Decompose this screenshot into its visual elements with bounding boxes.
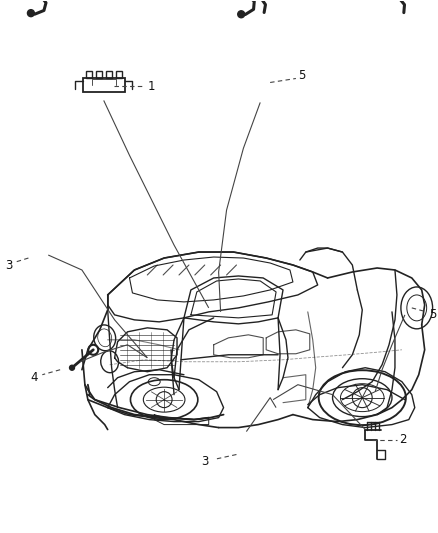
Bar [96, 70, 102, 78]
Bar [83, 78, 124, 92]
Text: 2: 2 [399, 433, 406, 446]
Text: 5: 5 [298, 69, 305, 82]
Text: 3: 3 [201, 455, 209, 468]
Bar [106, 70, 112, 78]
Circle shape [70, 365, 74, 370]
Text: 5: 5 [429, 309, 436, 321]
Text: 3: 3 [6, 259, 13, 271]
Text: 4: 4 [31, 371, 39, 384]
Bar [86, 70, 92, 78]
Circle shape [238, 11, 245, 18]
Text: 1: 1 [147, 80, 155, 93]
Circle shape [28, 10, 35, 17]
Bar [116, 70, 122, 78]
